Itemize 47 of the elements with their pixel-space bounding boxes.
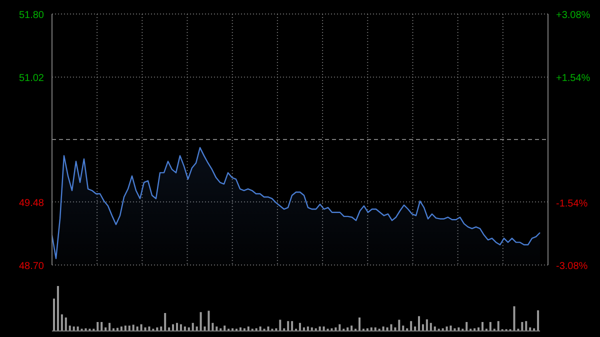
bar	[176, 322, 178, 331]
bar	[124, 326, 126, 331]
bar	[287, 321, 290, 331]
bar	[68, 326, 71, 331]
bar	[128, 326, 130, 331]
bar	[212, 322, 214, 331]
bar	[224, 326, 226, 331]
bar	[291, 321, 294, 331]
bar	[525, 321, 528, 331]
bar	[537, 310, 540, 331]
bar	[279, 320, 282, 331]
bar	[497, 321, 500, 331]
bar	[60, 314, 63, 331]
bar	[350, 326, 353, 331]
bar	[450, 326, 452, 331]
bar	[418, 316, 420, 331]
bar	[96, 322, 99, 331]
y-tick-label: 48.70	[18, 261, 44, 272]
bar	[358, 318, 360, 331]
bar	[298, 322, 301, 331]
bar	[430, 322, 432, 331]
y2-tick-label: -3.08%	[556, 261, 588, 272]
bar	[108, 322, 111, 331]
bar	[64, 318, 67, 331]
bar	[466, 322, 468, 331]
bar	[521, 322, 524, 331]
y-tick-label: 51.80	[18, 10, 44, 21]
bar	[53, 298, 55, 331]
bar	[426, 319, 428, 331]
bar	[513, 306, 516, 331]
bar	[56, 286, 59, 331]
bar	[100, 322, 103, 331]
bar	[410, 321, 412, 331]
y-tick-label: 49.48	[18, 198, 44, 209]
y2-tick-label: +1.54%	[556, 72, 590, 84]
bar	[481, 322, 484, 331]
y2-tick-label: +3.08%	[556, 10, 590, 21]
bar	[132, 324, 134, 331]
bar	[208, 310, 210, 331]
bar	[398, 320, 400, 331]
bar	[402, 326, 404, 331]
y2-tick-label: -1.54%	[556, 198, 588, 210]
y-tick-label: 51.02	[18, 73, 44, 84]
bar	[200, 312, 202, 331]
bar	[192, 322, 194, 331]
bar	[164, 313, 166, 331]
bar	[489, 322, 492, 331]
